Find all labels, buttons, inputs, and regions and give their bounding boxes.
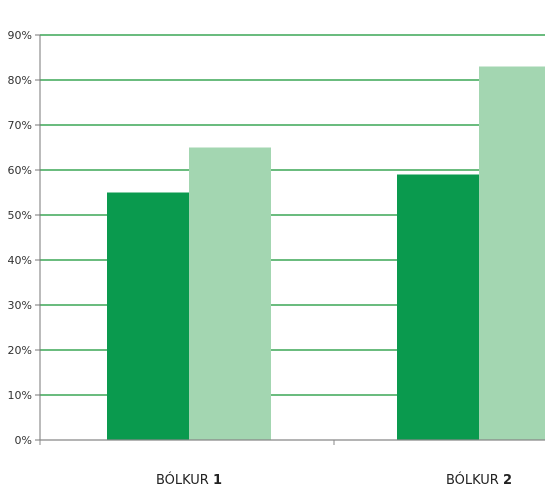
bar-cat2-series2 <box>479 66 545 440</box>
category-prefix: BÓLKUR <box>446 472 503 488</box>
y-tick-label-0: 0% <box>15 434 32 447</box>
y-tick-label-20: 20% <box>8 344 32 357</box>
category-number: 1 <box>213 473 222 488</box>
y-tick-label-70: 70% <box>8 119 32 132</box>
category-label-2: BÓLKUR 2 <box>446 472 512 488</box>
y-tick-label-60: 60% <box>8 164 32 177</box>
category-number: 2 <box>503 473 512 488</box>
y-tick-label-90: 90% <box>8 29 32 42</box>
bar-cat2-series1 <box>397 174 479 440</box>
bar-cat1-series1 <box>107 192 189 440</box>
bars <box>107 66 545 440</box>
y-tick-label-40: 40% <box>8 254 32 267</box>
y-tick-label-80: 80% <box>8 74 32 87</box>
axes <box>35 34 545 445</box>
labels: 0%10%20%30%40%50%60%70%80%90%BÓLKUR 1 BÓL… <box>8 29 512 488</box>
bar-cat1-series2 <box>189 147 271 440</box>
y-tick-label-50: 50% <box>8 209 32 222</box>
category-label-1: BÓLKUR 1 <box>156 472 222 488</box>
category-prefix: BÓLKUR <box>156 472 213 488</box>
y-tick-label-30: 30% <box>8 299 32 312</box>
y-tick-label-10: 10% <box>8 389 32 402</box>
